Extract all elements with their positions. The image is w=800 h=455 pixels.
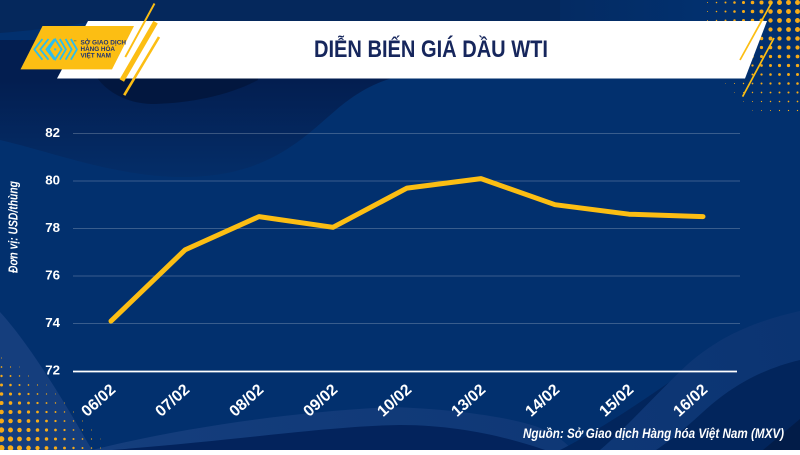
svg-text:72: 72	[45, 363, 60, 378]
svg-text:80: 80	[45, 173, 60, 188]
svg-text:VIỆT NAM: VIỆT NAM	[81, 51, 112, 59]
svg-text:78: 78	[45, 220, 60, 235]
svg-text:82: 82	[45, 125, 60, 140]
svg-text:HÀNG HÓA: HÀNG HÓA	[81, 45, 116, 53]
svg-text:DIỄN BIẾN GIÁ DẦU WTI: DIỄN BIẾN GIÁ DẦU WTI	[314, 34, 548, 63]
svg-text:Đơn vị: USD/thùng: Đơn vị: USD/thùng	[5, 181, 20, 273]
svg-text:74: 74	[45, 315, 60, 330]
svg-text:SỞ GIAO DỊCH: SỞ GIAO DỊCH	[81, 40, 127, 47]
svg-text:Nguồn: Sở Giao dịch Hàng hóa V: Nguồn: Sở Giao dịch Hàng hóa Việt Nam (M…	[523, 425, 784, 441]
svg-text:76: 76	[45, 268, 60, 283]
